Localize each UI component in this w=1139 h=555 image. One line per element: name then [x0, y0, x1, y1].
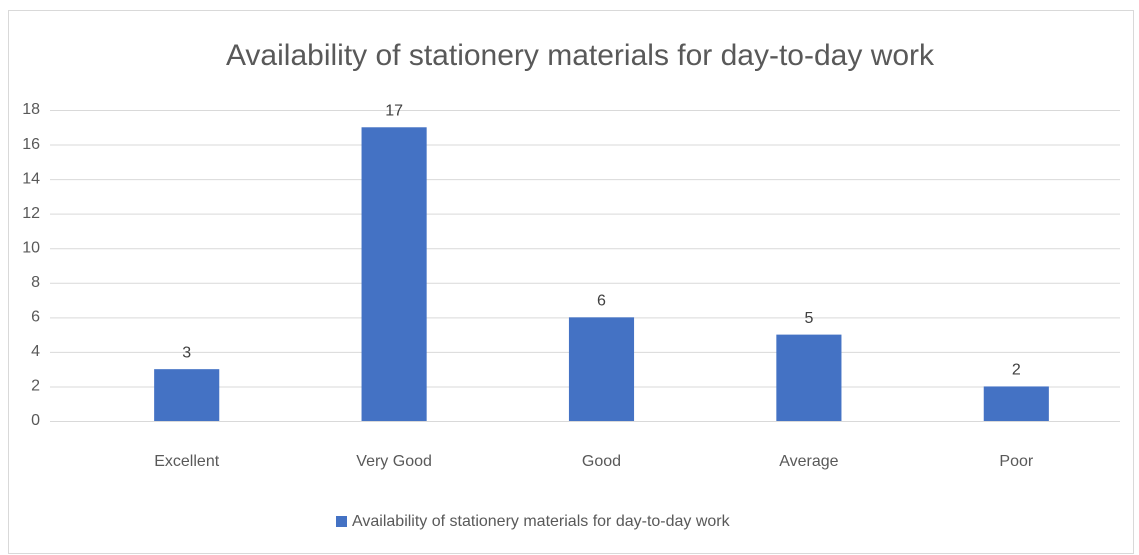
y-tick-label: 8 — [31, 274, 40, 291]
x-tick-label: Excellent — [154, 453, 219, 470]
y-tick-label: 14 — [22, 170, 40, 187]
y-tick-label: 0 — [31, 412, 40, 429]
bar — [154, 369, 220, 421]
legend-swatch — [336, 516, 347, 527]
data-label: 17 — [385, 102, 403, 119]
chart-title: Availability of stationery materials for… — [226, 39, 935, 72]
y-tick-label: 4 — [31, 343, 40, 360]
data-label: 5 — [804, 310, 813, 327]
x-tick-label: Poor — [999, 453, 1033, 470]
y-tick-label: 12 — [22, 205, 40, 222]
bar — [983, 386, 1049, 421]
legend-label: Availability of stationery materials for… — [352, 513, 731, 530]
chart-border — [8, 10, 1134, 554]
x-tick-label: Very Good — [356, 453, 432, 470]
y-tick-label: 10 — [22, 239, 40, 256]
x-tick-label: Good — [582, 453, 621, 470]
y-tick-label: 2 — [31, 378, 40, 395]
bar — [361, 127, 427, 422]
y-tick-label: 6 — [31, 309, 40, 326]
data-label: 3 — [182, 344, 191, 361]
bar — [776, 334, 842, 421]
data-label: 2 — [1012, 362, 1021, 379]
y-tick-label: 18 — [22, 101, 40, 118]
y-tick-label: 16 — [22, 136, 40, 153]
x-tick-label: Average — [779, 453, 838, 470]
bar — [568, 317, 635, 421]
data-label: 6 — [597, 293, 606, 310]
